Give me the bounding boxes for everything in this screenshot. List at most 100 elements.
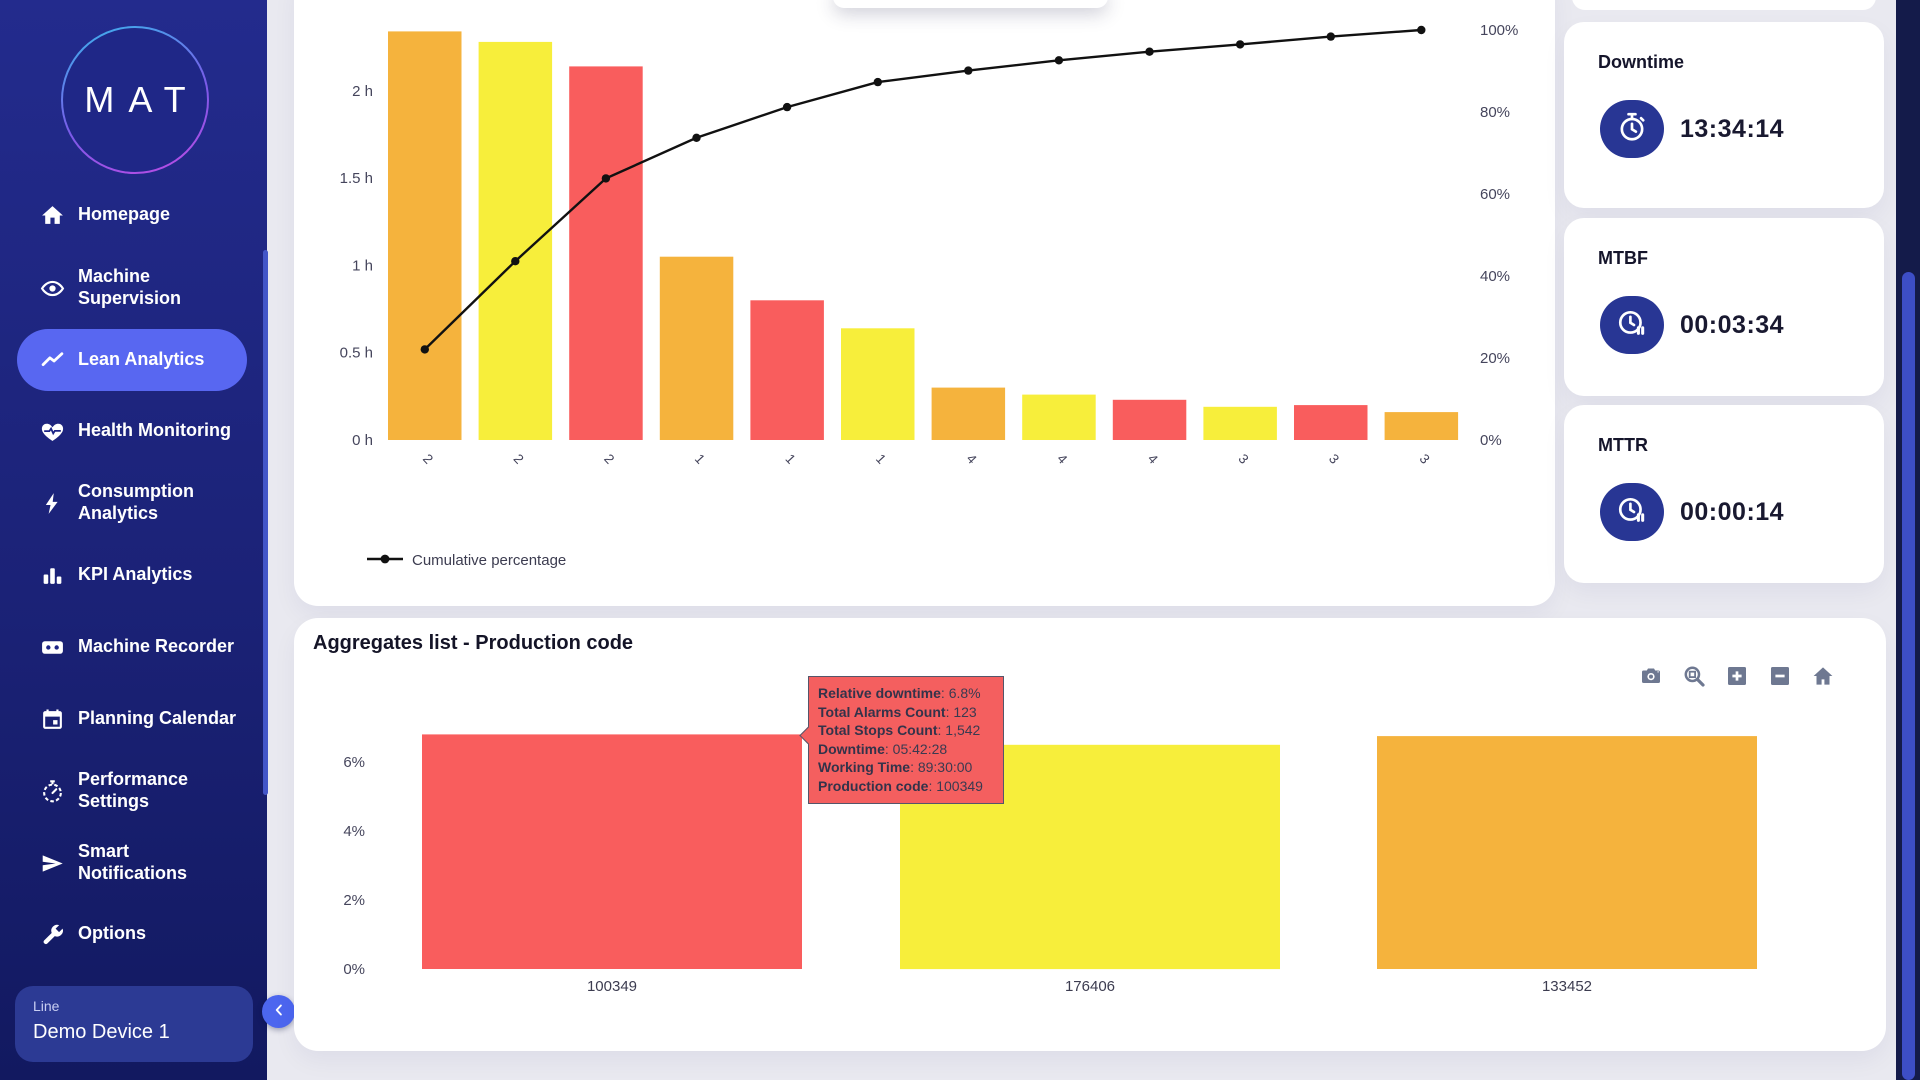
bar-chart-icon <box>40 563 65 588</box>
svg-text:4: 4 <box>1145 451 1161 467</box>
send-icon <box>40 851 65 876</box>
zoom-in-icon[interactable] <box>1725 664 1749 688</box>
svg-text:20%: 20% <box>1480 350 1510 367</box>
eye-icon <box>40 276 65 301</box>
kpi-card-title: Downtime <box>1598 52 1685 72</box>
kpi-card-partial <box>1572 0 1876 10</box>
svg-text:0%: 0% <box>1480 432 1502 449</box>
kpi-card-value: 00:00:14 <box>1680 498 1785 526</box>
svg-text:2%: 2% <box>343 892 365 909</box>
camera-icon[interactable] <box>1639 664 1663 688</box>
zoom-box-icon[interactable] <box>1682 664 1706 688</box>
page-scrollbar-track[interactable] <box>1896 0 1920 1080</box>
app-logo: MAT <box>61 26 209 174</box>
kpi-card-title: MTTR <box>1598 435 1648 455</box>
svg-text:4: 4 <box>964 451 980 467</box>
tooltip-row: Working Time: 89:30:00 <box>818 759 973 776</box>
chart-tooltip: Relative downtime: 6.8% Total Alarms Coun… <box>799 676 1004 804</box>
aggregates-card: Aggregates list - Production code 0% 2% 4%… <box>294 618 1886 1051</box>
sidebar-scrollbar[interactable] <box>263 250 268 795</box>
heart-pulse-icon <box>40 419 65 444</box>
sidebar-item-label: Homepage <box>78 204 171 225</box>
trend-line-icon <box>40 348 65 373</box>
app-logo-text: MAT <box>84 79 200 120</box>
tooltip-row: Downtime: 05:42:28 <box>818 740 948 757</box>
clock-pause-icon <box>1616 307 1648 344</box>
svg-text:1 h: 1 h <box>352 257 373 274</box>
svg-text:1.5 h: 1.5 h <box>340 170 373 187</box>
chart-toolbar <box>1639 664 1835 688</box>
sidebar-item-label: Planning Calendar <box>78 708 237 729</box>
clock-pause-icon <box>1616 494 1648 531</box>
sidebar-item-health-monitoring[interactable]: Health Monitoring <box>17 409 247 453</box>
device-selector-label: Line <box>33 998 60 1014</box>
sidebar-collapse-button[interactable] <box>262 995 295 1028</box>
svg-text:1: 1 <box>692 451 708 467</box>
svg-text:0.5 h: 0.5 h <box>340 345 373 362</box>
chevron-left-icon <box>270 1001 288 1022</box>
aggregates-title: Aggregates list - Production code <box>313 632 634 654</box>
sidebar-item-label: Machine Supervision <box>78 266 182 308</box>
line-marker-icon <box>367 552 403 569</box>
sidebar-item-machine-supervision[interactable]: Machine Supervision <box>17 259 247 317</box>
kpi-card-value: 13:34:14 <box>1680 115 1785 143</box>
svg-text:100349: 100349 <box>587 978 637 995</box>
sidebar-item-label: Machine Recorder <box>78 636 235 657</box>
page-scrollbar-thumb[interactable] <box>1902 272 1915 1080</box>
sidebar-item-consumption-analytics[interactable]: Consumption Analytics <box>17 474 247 532</box>
sidebar-item-planning-calendar[interactable]: Planning Calendar <box>17 690 247 748</box>
svg-text:4%: 4% <box>343 823 365 840</box>
svg-text:6%: 6% <box>343 754 365 771</box>
svg-text:40%: 40% <box>1480 268 1510 285</box>
calendar-icon <box>40 707 65 732</box>
svg-text:3: 3 <box>1235 451 1251 467</box>
svg-text:0%: 0% <box>343 961 365 978</box>
sidebar-item-label: Smart Notifications <box>78 841 188 883</box>
tooltip-row: Production code: 100349 <box>818 778 983 795</box>
sidebar-item-lean-analytics[interactable]: Lean Analytics <box>17 329 247 391</box>
device-selector[interactable]: Line Demo Device 1 <box>15 986 253 1062</box>
svg-text:2: 2 <box>420 451 436 467</box>
sidebar-item-machine-recorder[interactable]: Machine Recorder <box>17 625 247 669</box>
svg-text:2: 2 <box>601 451 617 467</box>
svg-text:100%: 100% <box>1480 22 1518 39</box>
sidebar-item-options[interactable]: Options <box>17 912 247 956</box>
pareto-legend[interactable]: Cumulative percentage <box>367 552 566 569</box>
sidebar-item-label: Consumption Analytics <box>78 481 194 523</box>
tooltip-row: Total Alarms Count: 123 <box>818 703 977 720</box>
cassette-icon <box>40 635 65 660</box>
svg-text:2 h: 2 h <box>352 83 373 100</box>
svg-text:133452: 133452 <box>1542 978 1592 995</box>
svg-text:176406: 176406 <box>1065 978 1115 995</box>
sidebar: MAT Homepage Machine Supervision Lean Anal… <box>0 0 295 1080</box>
svg-text:0 h: 0 h <box>352 432 373 449</box>
stopwatch-icon-badge <box>1600 100 1664 158</box>
kpi-card-title: MTBF <box>1598 248 1648 268</box>
wrench-icon <box>40 922 65 947</box>
tooltip-row: Total Stops Count: 1,542 <box>818 722 981 739</box>
pareto-legend-label: Cumulative percentage <box>412 552 567 569</box>
sidebar-item-label: Lean Analytics <box>78 349 205 370</box>
sidebar-item-label: Performance Settings <box>78 769 189 811</box>
sidebar-item-homepage[interactable]: Homepage <box>17 193 247 237</box>
sidebar-item-kpi-analytics[interactable]: KPI Analytics <box>17 553 247 597</box>
home-small-icon[interactable] <box>1811 664 1835 688</box>
sidebar-item-label: Health Monitoring <box>78 420 231 441</box>
sidebar-item-smart-notifications[interactable]: Smart Notifications <box>17 834 247 892</box>
gauge-icon <box>40 779 65 804</box>
sidebar-item-performance-settings[interactable]: Performance Settings <box>17 762 247 820</box>
tooltip-row: Relative downtime: 6.8% <box>818 685 981 701</box>
svg-text:3: 3 <box>1326 451 1342 467</box>
svg-text:2: 2 <box>511 451 527 467</box>
svg-text:80%: 80% <box>1480 104 1510 121</box>
svg-text:60%: 60% <box>1480 186 1510 203</box>
zoom-out-icon[interactable] <box>1768 664 1792 688</box>
kpi-card-mttr: MTTR 00:00:14 <box>1564 405 1884 583</box>
kpi-card-mtbf: MTBF 00:03:34 <box>1564 218 1884 396</box>
svg-text:1: 1 <box>782 451 798 467</box>
bolt-icon <box>40 491 65 516</box>
pareto-chart[interactable]: 0 h 0.5 h 1 h 1.5 h 2 h 0% 20% 40% 60% 80% 100% 2 2 2… <box>294 0 1555 606</box>
svg-text:4: 4 <box>1054 451 1070 467</box>
device-selector-value: Demo Device 1 <box>33 1021 170 1043</box>
